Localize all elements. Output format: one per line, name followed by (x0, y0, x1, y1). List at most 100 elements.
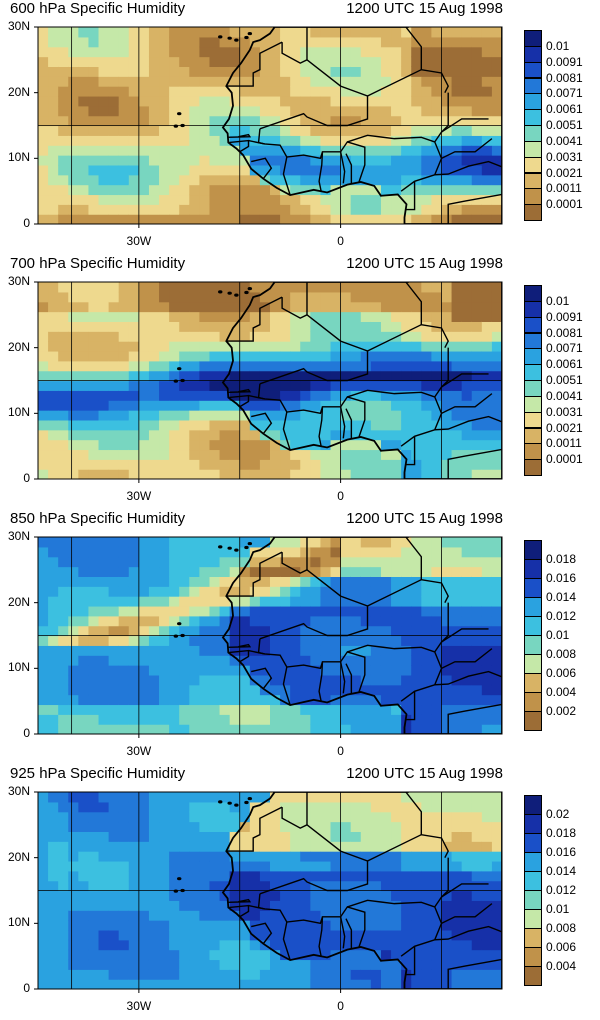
colorbar-swatch (524, 871, 542, 891)
x-tick-label: 30W (126, 234, 152, 248)
colorbar-label: 0.016 (546, 845, 577, 859)
country-border (441, 628, 489, 643)
map-frame (37, 281, 503, 480)
island (177, 112, 182, 116)
x-tick-label: 0 (337, 234, 344, 248)
island (244, 545, 249, 550)
island (173, 634, 179, 638)
colorbar-swatch (524, 156, 542, 174)
map-frame (37, 536, 503, 735)
colorbar-swatch (524, 459, 542, 476)
colorbar-label: 0.016 (546, 571, 577, 585)
country-border (339, 151, 346, 184)
country-border (441, 373, 489, 388)
panel-time: 1200 UTC 15 Aug 1998 (346, 255, 503, 272)
country-border (259, 297, 369, 385)
colorbar-label: 0.018 (546, 826, 577, 840)
colorbar-swatch (524, 966, 542, 986)
panel-time: 1200 UTC 15 Aug 1998 (346, 510, 503, 527)
colorbar-swatch (524, 578, 542, 598)
humidity-map (34, 26, 503, 228)
island (247, 541, 253, 546)
colorbar-swatch (524, 125, 542, 142)
colorbar-label: 0.008 (546, 921, 577, 935)
humidity-field (38, 282, 502, 479)
country-border (441, 393, 493, 414)
country-border (441, 883, 489, 898)
island (173, 124, 179, 128)
country-border (259, 552, 369, 640)
country-border (406, 181, 416, 211)
country-border (434, 602, 449, 653)
colorbar-label: 0.01 (546, 38, 570, 53)
x-tick-label: 30W (126, 744, 152, 758)
colorbar-swatch (524, 673, 542, 693)
country-border (405, 282, 423, 325)
colorbar-label: 0.012 (546, 883, 577, 897)
colorbar-swatch (524, 833, 542, 853)
colorbar-label: 0.014 (546, 864, 577, 878)
colorbar-swatch (524, 61, 542, 79)
colorbar-swatch (524, 77, 542, 95)
island (218, 35, 223, 39)
map-frame (37, 26, 503, 225)
panel-600hpa: 600 hPa Specific Humidity 1200 UTC 15 Au… (0, 0, 600, 255)
island (177, 622, 182, 626)
colorbar-label: 0.0071 (546, 86, 583, 101)
country-border (406, 691, 416, 721)
colorbar-label: 0.004 (546, 685, 577, 699)
colorbar-label: 0.0061 (546, 357, 583, 372)
colorbar: 0.018 0.016 0.014 0.012 0.01 0.008 0.006 0.004 0… (524, 540, 600, 731)
humidity-field (38, 27, 502, 224)
colorbar-label: 0.002 (546, 704, 577, 718)
country-border (248, 139, 265, 145)
colorbar-swatch (524, 814, 542, 834)
island (247, 796, 253, 801)
colorbar-label: 0.0011 (546, 436, 582, 451)
y-tick-label: 20N (7, 84, 30, 99)
colorbar-label: 0.0021 (546, 165, 583, 180)
country-border (248, 904, 265, 910)
colorbar-swatch (524, 316, 542, 334)
colorbar-swatch (524, 947, 542, 967)
colorbar: 0.02 0.018 0.016 0.014 0.012 0.01 0.008 0.006 0.… (524, 795, 600, 986)
country-border (447, 448, 502, 479)
y-tick-label: 10N (7, 915, 30, 930)
colorbar-label: 0.0051 (546, 118, 583, 132)
x-tick-label: 0 (337, 999, 344, 1013)
island (244, 290, 249, 295)
colorbar-swatch (524, 635, 542, 655)
colorbar-label: 0.0011 (546, 181, 582, 196)
country-border (227, 133, 252, 139)
country-border (345, 663, 353, 694)
country-border (367, 323, 449, 352)
island (218, 800, 223, 804)
country-border (405, 792, 423, 835)
country-border (251, 922, 273, 945)
colorbar-swatch (524, 928, 542, 948)
colorbar-swatch (524, 395, 542, 413)
x-tick-label: 0 (337, 489, 344, 503)
island (227, 801, 232, 805)
humidity-map (34, 281, 503, 483)
colorbar-swatch (524, 300, 542, 318)
country-border (248, 649, 265, 655)
y-tick-label: 30N (7, 529, 30, 543)
country-border (345, 153, 353, 184)
colorbar-swatch (524, 540, 542, 560)
country-border (339, 661, 346, 694)
colorbar-label: 0.006 (546, 666, 577, 680)
colorbar-swatch (524, 427, 542, 445)
island (227, 291, 232, 295)
country-border (405, 27, 423, 70)
humidity-map (34, 791, 503, 993)
island (244, 800, 249, 805)
island (234, 38, 239, 42)
y-tick-label: 20N (7, 849, 30, 864)
country-border (259, 807, 369, 895)
colorbar-label: 0.0061 (546, 102, 583, 117)
y-tick-label: 10N (7, 405, 30, 420)
country-border (228, 649, 250, 663)
panel-850hpa: 850 hPa Specific Humidity 1200 UTC 15 Au… (0, 510, 600, 765)
colorbar-label: 0.0051 (546, 373, 583, 387)
